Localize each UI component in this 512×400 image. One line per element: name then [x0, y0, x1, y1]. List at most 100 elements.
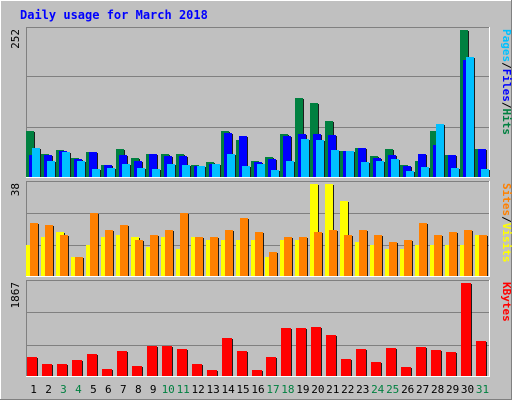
- day-label: 9: [150, 383, 157, 396]
- pages-bar: [257, 164, 265, 177]
- sites-bar: [255, 232, 263, 276]
- day-label: 16: [251, 383, 264, 396]
- day-label: 30: [461, 383, 474, 396]
- kbytes-bar: [431, 350, 441, 376]
- sites-bar: [314, 232, 322, 276]
- pages-bar: [361, 162, 369, 177]
- panel-2: 38 Sites/Visits: [9, 181, 512, 277]
- files-bar: [89, 152, 97, 177]
- sites-bar: [269, 252, 277, 276]
- kbytes-bar: [162, 346, 172, 376]
- kbytes-bar: [326, 335, 336, 376]
- pages-bar: [481, 169, 489, 177]
- sites-bar: [150, 235, 158, 276]
- kbytes-bar: [147, 346, 157, 376]
- pages-bar: [421, 167, 429, 177]
- kbytes-bar: [281, 328, 291, 376]
- pages-bar: [47, 161, 55, 177]
- sites-bar: [210, 237, 218, 276]
- day-label: 28: [431, 383, 444, 396]
- day-label: 12: [191, 383, 204, 396]
- kbytes-bar: [237, 351, 247, 376]
- kbytes-bar: [132, 366, 142, 376]
- day-label: 1: [30, 383, 37, 396]
- sites-bar: [359, 230, 367, 276]
- day-label: 5: [90, 383, 97, 396]
- y-max-label: 252: [9, 29, 22, 49]
- files-bar: [478, 149, 486, 177]
- sites-bar: [225, 230, 233, 276]
- day-label: 11: [177, 383, 190, 396]
- pages-bar: [182, 165, 190, 177]
- kbytes-bar: [27, 357, 37, 376]
- sites-bar: [135, 240, 143, 276]
- sites-bar: [105, 230, 113, 276]
- hits-bar: [26, 131, 34, 177]
- day-label: 15: [236, 383, 249, 396]
- files-bar: [418, 154, 426, 177]
- kbytes-bar: [87, 354, 97, 376]
- legend-entry: Files: [500, 69, 512, 102]
- day-label: 24: [371, 383, 385, 396]
- chart-panels: 252 Pages/Files/Hits 38 Sites / Visits 1867 KBy…: [9, 27, 512, 377]
- pages-bar: [32, 148, 40, 177]
- kbytes-bar: [371, 362, 381, 376]
- legend-entry: Sites: [500, 183, 512, 216]
- pages-bar: [212, 164, 220, 177]
- day-label: 17: [266, 383, 279, 396]
- files-bar: [149, 154, 157, 177]
- kbytes-bar: [401, 367, 411, 376]
- panel-legend: Pages/Files/Hits: [500, 29, 512, 135]
- legend-entry: Visits: [500, 223, 512, 263]
- kbytes-bar: [476, 341, 486, 376]
- day-label: 27: [416, 383, 429, 396]
- pages-bar: [436, 124, 444, 177]
- pages-bar: [167, 164, 175, 177]
- sites-bar: [464, 230, 472, 276]
- sites-bar: [180, 213, 188, 276]
- panel-background: [26, 280, 490, 377]
- kbytes-bar: [207, 370, 217, 376]
- legend-entry: Hits: [500, 109, 512, 136]
- day-label: 22: [341, 383, 354, 396]
- kbytes-bar: [222, 338, 232, 376]
- sites-bar: [75, 257, 83, 276]
- sites-bar: [389, 242, 397, 276]
- kbytes-bar: [72, 360, 82, 376]
- pages-bar: [107, 168, 115, 177]
- sites-bar: [240, 218, 248, 276]
- panel-3: 1867 KBytes: [9, 280, 512, 377]
- day-label: 14: [221, 383, 235, 396]
- day-label: 6: [105, 383, 112, 396]
- sites-bar: [329, 230, 337, 276]
- pages-bar: [122, 164, 130, 177]
- day-label: 18: [281, 383, 294, 396]
- day-label: 13: [206, 383, 219, 396]
- day-label: 3: [60, 383, 67, 396]
- files-bar: [283, 136, 291, 177]
- pages-bar: [391, 159, 399, 177]
- kbytes-bar: [296, 328, 306, 376]
- legend-entry: /: [500, 102, 512, 109]
- kbytes-bar: [252, 370, 262, 376]
- kbytes-bar: [311, 327, 321, 376]
- sites-bar: [344, 235, 352, 276]
- pages-bar: [406, 171, 414, 177]
- y-max-label: 38: [9, 183, 22, 196]
- sites-bar: [195, 237, 203, 276]
- pages-bar: [227, 154, 235, 177]
- sites-bar: [419, 223, 427, 276]
- pages-bar: [301, 139, 309, 177]
- panel-legend: KBytes: [500, 282, 512, 322]
- files-bar: [268, 159, 276, 177]
- day-label: 7: [120, 383, 127, 396]
- pages-bar: [376, 161, 384, 177]
- sites-bar: [374, 235, 382, 276]
- day-label: 23: [356, 383, 369, 396]
- day-labels: 1 2 3 4 5 6 7 8 9 10 11 12 13 14 15 16 17 18 19 20 21 22 23 24 2…: [30, 383, 489, 396]
- files-bar: [239, 136, 247, 177]
- sites-bar: [90, 213, 98, 276]
- sites-bar: [30, 223, 38, 276]
- kbytes-bar: [102, 369, 112, 376]
- day-label: 19: [296, 383, 309, 396]
